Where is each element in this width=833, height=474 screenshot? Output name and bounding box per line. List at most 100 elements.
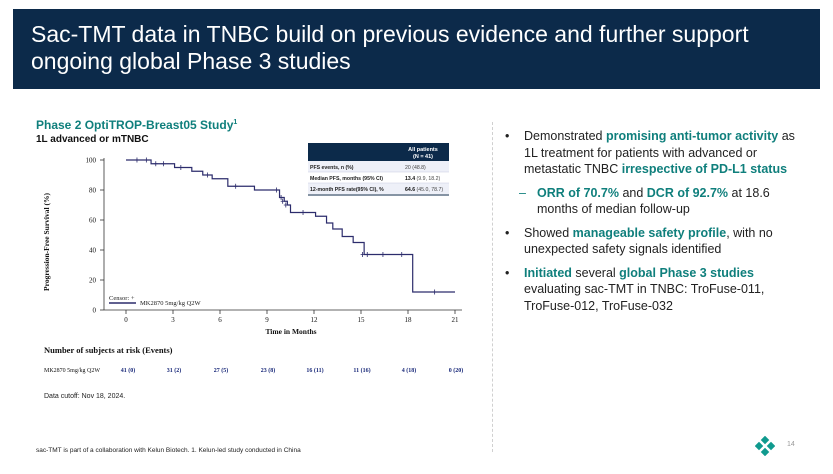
table-header-bg	[308, 143, 449, 161]
censor-mark	[399, 252, 404, 257]
table-row-value: 20 (48.8)	[405, 165, 426, 171]
table-value-bold: 64.6	[405, 187, 415, 193]
y-tick-label: 100	[86, 157, 97, 165]
x-tick-label: 9	[265, 316, 269, 324]
data-cutoff: Data cutoff: Nov 18, 2024.	[44, 393, 126, 400]
x-axis-label: Time in Months	[265, 327, 316, 336]
at-risk-value: 27 (5)	[213, 368, 229, 374]
censor-mark	[380, 252, 385, 257]
at-risk-value: 31 (2)	[166, 368, 182, 374]
sub-bullet: – ORR of 70.7% and DCR of 92.7% at 18.6 m…	[505, 185, 805, 218]
censor-mark	[360, 252, 365, 257]
company-logo-icon	[755, 436, 775, 456]
highlight-text: global Phase 3 studies	[619, 265, 754, 280]
censor-mark	[161, 161, 166, 167]
study-subtitle: 1L advanced or mTNBC	[36, 134, 149, 145]
y-ticks: 0 20 40 60 80 100	[86, 157, 104, 315]
x-ticks: 0 3 6 9 12 15 18 21	[124, 310, 459, 324]
highlight-text: DCR of 92.7%	[646, 185, 729, 200]
y-tick-label: 80	[89, 187, 97, 195]
at-risk-value: 0 (20)	[448, 368, 464, 374]
censor-mark	[178, 165, 183, 170]
pfs-summary-table: All patients (N = 41) PFS events, n (%) …	[308, 143, 449, 196]
legend-series: MK2870 5mg/kg Q2W	[140, 300, 202, 307]
bullet-text: evaluating sac-TMT in TNBC: TroFuse-011,…	[524, 282, 765, 313]
table-row-value: 13.4 (9.9, 18.2)	[405, 176, 440, 182]
at-risk-value: 41 (0)	[120, 368, 136, 374]
table-header-line1: All patients	[408, 147, 438, 153]
censor-mark	[365, 252, 370, 257]
censor-mark	[280, 198, 285, 204]
censor-mark	[153, 161, 158, 167]
bullet-text: , with no unexpected safety signals iden…	[524, 225, 773, 257]
legend-censor: Censor: +	[109, 295, 135, 302]
highlight-text: Initiated	[524, 265, 572, 280]
km-curve-line	[126, 159, 455, 293]
study-title-ref: 1	[233, 119, 238, 126]
footnote: sac-TMT is part of a collaboration with …	[36, 447, 301, 454]
bullet-text: Demonstrated	[524, 129, 606, 143]
bullet-marker: •	[505, 129, 510, 143]
at-risk-title: Number of subjects at risk (Events)	[44, 345, 173, 355]
x-tick-label: 3	[171, 316, 175, 324]
y-tick-label: 20	[89, 277, 97, 285]
censor-mark	[233, 183, 238, 189]
at-risk-value: 16 (11)	[306, 368, 324, 374]
at-risk-value: 4 (18)	[401, 368, 417, 374]
at-risk-value: 23 (8)	[260, 368, 276, 374]
censor-mark	[432, 289, 437, 295]
censor-mark	[283, 202, 288, 208]
censor-mark	[134, 157, 139, 163]
km-chart: 0 20 40 60 80 100 0 3 6 9 12 15 18 21 Progression-Fr…	[42, 143, 462, 336]
dash-marker: –	[519, 185, 526, 200]
x-tick-label: 0	[124, 316, 128, 324]
y-axis-label: Progression-Free Survival (%)	[42, 193, 51, 291]
table-value-ci: (9.9, 18.2)	[415, 176, 440, 182]
km-curves	[126, 157, 455, 295]
bullet-text: Showed	[524, 225, 573, 240]
bullet-text: at 18.6 months of median follow-up	[537, 185, 770, 217]
highlight-text: ORR of 70.7%	[537, 185, 619, 200]
y-tick-label: 0	[93, 307, 97, 315]
x-tick-label: 12	[311, 316, 319, 324]
column-divider	[492, 122, 493, 452]
at-risk-value: 11 (16)	[353, 368, 371, 374]
bullet-item: • Showed manageable safety profile, with …	[505, 225, 805, 258]
table-row-value: 64.6 (45.0, 78.7)	[405, 187, 443, 193]
table-row-bg	[308, 183, 449, 194]
highlight-text: promising anti-tumor activity	[605, 129, 779, 143]
bullet-text: as 1L treatment for patients with advanc…	[524, 129, 795, 176]
table-value-ci: 20 (48.8)	[405, 165, 426, 171]
bullet-text: and	[618, 185, 647, 200]
censor-mark	[301, 210, 306, 215]
bullet-marker: •	[505, 225, 510, 240]
slide-title: Sac-TMT data in TNBC build on previous e…	[31, 21, 749, 74]
table-row-bg	[308, 161, 449, 172]
bullet-item: • Demonstrated promising anti-tumor activ…	[505, 128, 805, 178]
censor-mark	[144, 157, 149, 163]
x-tick-label: 21	[452, 316, 460, 324]
study-title: Phase 2 OptiTROP-Breast05 Study1	[36, 118, 237, 132]
highlight-text: manageable safety profile	[572, 225, 727, 240]
study-title-text: Phase 2 OptiTROP-Breast05 Study	[36, 118, 234, 132]
censor-mark	[274, 187, 279, 193]
table-value-bold: 13.4	[405, 176, 415, 182]
at-risk-label: MK2870 5mg/kg Q2W	[44, 368, 100, 374]
table-row-label: Median PFS, months (95% CI)	[310, 176, 383, 182]
highlight-text: irrespective of PD-L1 status	[621, 162, 788, 176]
y-tick-label: 60	[89, 217, 97, 225]
x-tick-label: 15	[358, 316, 366, 324]
chart-legend: Censor: + MK2870 5mg/kg Q2W	[109, 295, 202, 307]
y-tick-label: 40	[89, 247, 97, 255]
x-tick-label: 18	[405, 316, 413, 324]
page-number: 14	[787, 441, 795, 448]
table-row-label: 12-month PFS rate(95% CI), %	[310, 187, 384, 193]
table-header-line2: (N = 41)	[413, 154, 433, 160]
table-row-label: PFS events, n (%)	[310, 165, 354, 171]
table-value-ci: (45.0, 78.7)	[415, 187, 443, 193]
bullet-item: • Initiated several global Phase 3 studie…	[505, 265, 805, 315]
censor-mark	[279, 195, 284, 200]
x-tick-label: 6	[218, 316, 222, 324]
censor-mark	[205, 172, 210, 178]
bullet-text: several	[571, 265, 620, 280]
